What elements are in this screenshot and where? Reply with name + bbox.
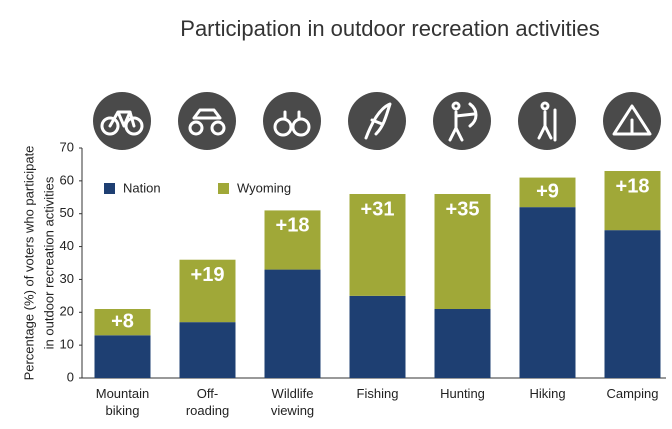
bar-segment (179, 259, 236, 323)
bar-segment (604, 230, 661, 378)
y-tick-label: 10 (60, 337, 74, 352)
bar-segment (179, 322, 236, 378)
x-tick-label-line: Hunting (440, 386, 485, 401)
x-tick-label-line: Wildlife (272, 386, 314, 401)
x-tick-label-line: biking (106, 403, 140, 418)
x-tick-label: Mountain biking (96, 386, 149, 418)
x-tick-label-line: Camping (606, 386, 658, 401)
y-tick-label: 50 (60, 205, 74, 220)
x-tick-label-line: Hiking (529, 386, 565, 401)
bar-segment (434, 309, 491, 378)
data-label: +19 (191, 264, 225, 286)
x-tick-label: Fishing (357, 386, 399, 401)
y-tick-label: 20 (60, 304, 74, 319)
chart-title: Participation in outdoor recreation acti… (180, 16, 599, 41)
data-label: +8 (111, 310, 134, 332)
legend-label: Nation (123, 180, 161, 195)
bar-segment (434, 194, 491, 309)
data-label: +18 (276, 215, 310, 237)
y-tick-label: 30 (60, 271, 74, 286)
x-tick-label: Wildlife viewing (271, 386, 314, 418)
data-label: +35 (446, 198, 480, 220)
x-tick-label: Camping (606, 386, 658, 401)
bar-segment (94, 335, 151, 378)
y-axis-label: Percentage (%) of voters who participate (21, 146, 36, 381)
y-axis-label: in outdoor recreation activities (41, 176, 56, 349)
x-tick-label-line: Fishing (357, 386, 399, 401)
bar-segment (519, 207, 576, 378)
legend-swatch (104, 183, 115, 194)
y-tick-label: 0 (67, 369, 74, 384)
bar-segment (604, 171, 661, 231)
x-tick-label-line: roading (186, 403, 229, 418)
y-tick-label: 40 (60, 238, 74, 253)
x-tick-label-line: Off- (197, 386, 218, 401)
bar-segment (264, 210, 321, 270)
y-tick-label: 60 (60, 172, 74, 187)
bar-segment (349, 194, 406, 296)
bar-segment (349, 295, 406, 378)
bar-segment (264, 269, 321, 378)
x-tick-label: Hiking (529, 386, 565, 401)
y-tick-label: 70 (60, 139, 74, 154)
bar-segment (519, 177, 576, 208)
legend-label: Wyoming (237, 180, 291, 195)
data-label: +18 (616, 175, 650, 197)
x-tick-label: Off-roading (186, 386, 229, 418)
x-tick-label-line: viewing (271, 403, 314, 418)
data-label: +31 (361, 198, 395, 220)
data-label: +9 (536, 181, 559, 203)
x-tick-label-line: Mountain (96, 386, 149, 401)
legend-swatch (218, 183, 229, 194)
icons (93, 92, 661, 150)
x-tick-label: Hunting (440, 386, 485, 401)
bar-segment (94, 309, 151, 336)
